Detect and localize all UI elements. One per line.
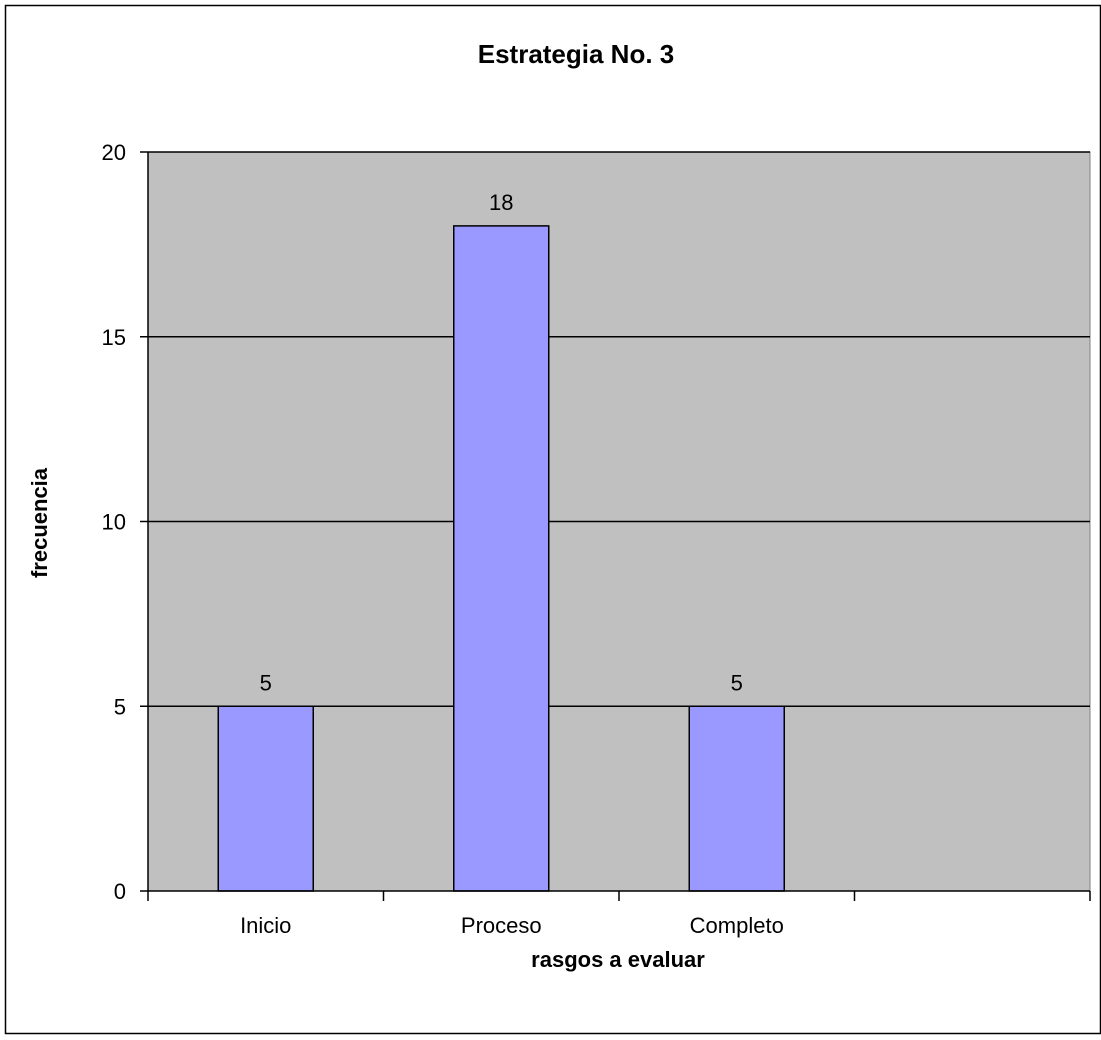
x-tick-label: Completo xyxy=(690,913,784,938)
x-axis-label: rasgos a evaluar xyxy=(531,947,705,972)
bar-completo xyxy=(688,705,785,892)
chart-title: Estrategia No. 3 xyxy=(478,39,675,69)
data-label: 5 xyxy=(260,670,272,695)
y-tick-label: 15 xyxy=(102,325,126,350)
y-tick-label: 10 xyxy=(102,510,126,535)
data-label: 18 xyxy=(489,190,513,215)
y-tick-label: 0 xyxy=(114,879,126,904)
y-tick-label: 5 xyxy=(114,694,126,719)
axes: 0 5 10 15 20 Inicio Proceso Completo xyxy=(102,140,1091,938)
y-tick-label: 20 xyxy=(102,140,126,165)
data-label: 5 xyxy=(731,670,743,695)
bar-inicio xyxy=(217,705,314,892)
x-tick-label: Inicio xyxy=(240,913,291,938)
bar-proceso xyxy=(453,225,550,892)
x-tick-label: Proceso xyxy=(461,913,542,938)
y-axis-label: frecuencia xyxy=(27,467,52,578)
